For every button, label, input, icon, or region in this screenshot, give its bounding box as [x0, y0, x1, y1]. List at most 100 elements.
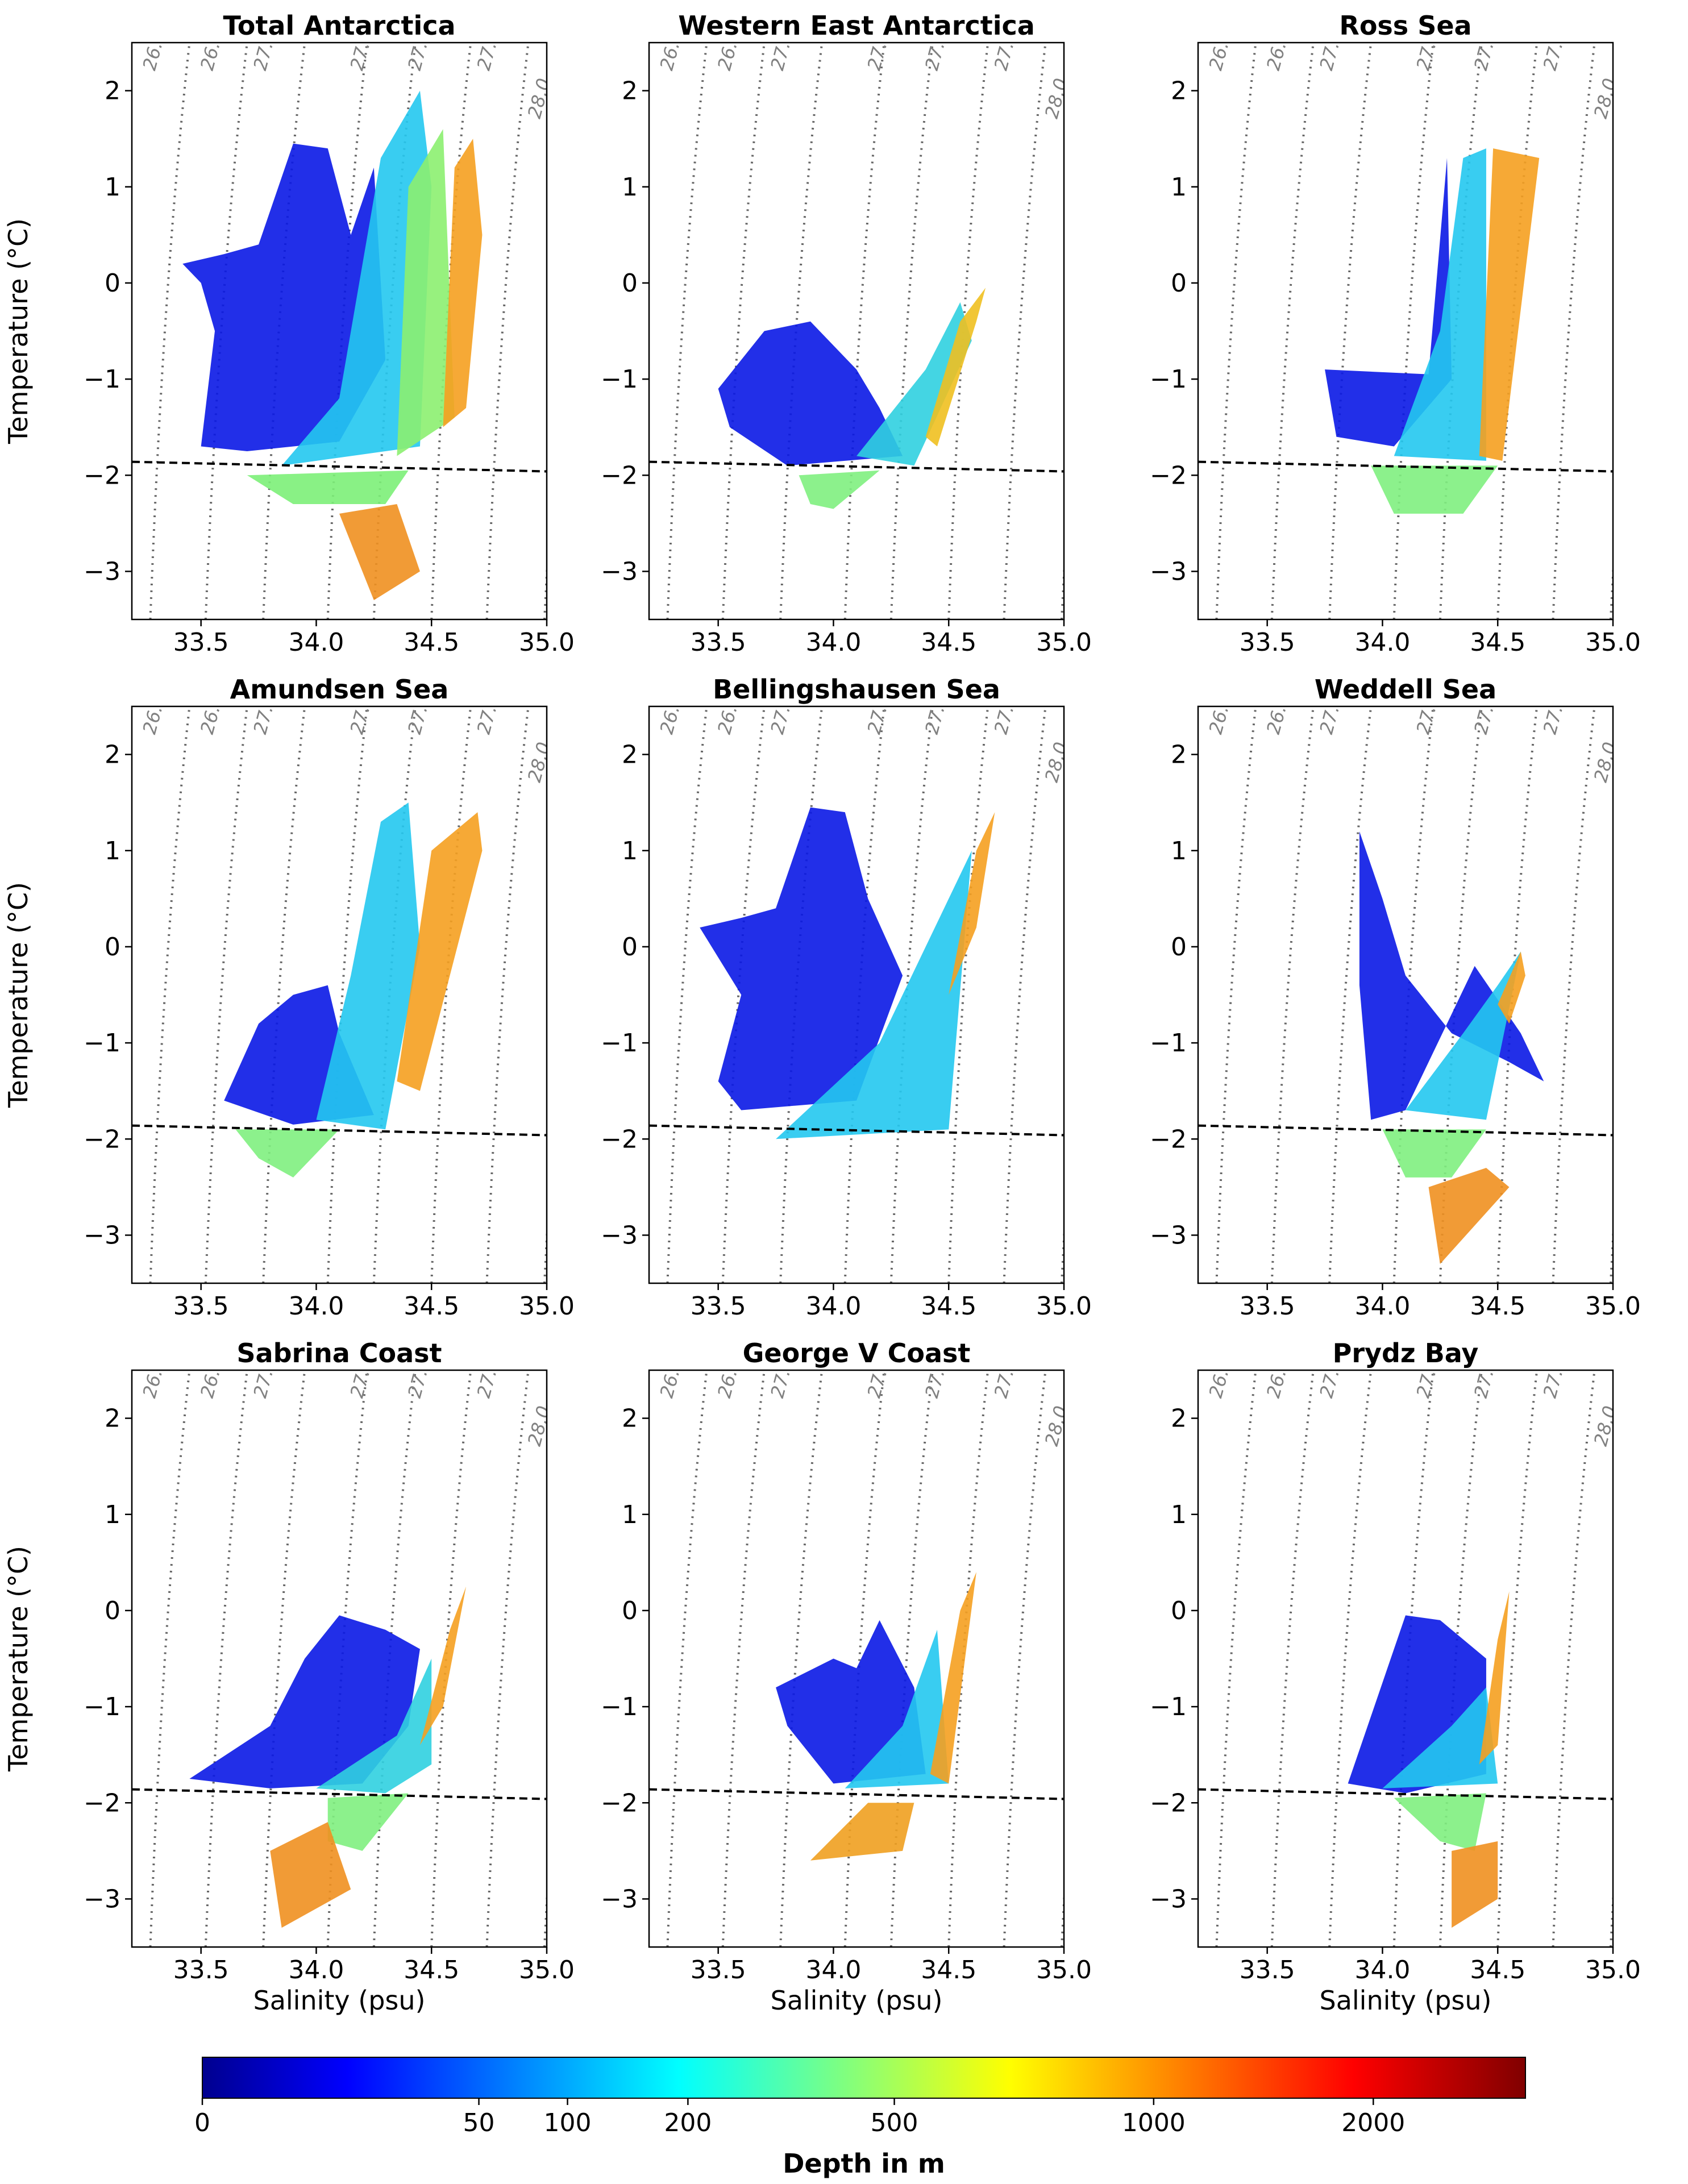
y-tick-label: 1 [622, 173, 638, 202]
panel: 26.6 26.8 27.0 27.4 27.6 27.828.033.5 34.0 34.5… [1150, 674, 1641, 1321]
isopycnal-line [430, 1370, 472, 1947]
scatter-region-shelf-cold [327, 1793, 409, 1851]
scatter-region-shallow [182, 143, 386, 451]
y-tick-label: 0 [1171, 1596, 1187, 1625]
isopycnal-line [1060, 555, 1064, 619]
y-tick-label: 1 [1171, 1500, 1187, 1529]
panel-title: Weddell Sea [1315, 674, 1496, 705]
axes-frame [648, 41, 1065, 621]
plot-area: 26.6 26.8 27.0 27.4 27.6 27.828.0 [1198, 28, 1613, 619]
scatter-region-deep [443, 139, 483, 427]
scatter-region-shallow [1325, 158, 1452, 447]
x-tick-label: 33.5 [1240, 628, 1295, 657]
panel-grid: 26.6 26.8 27.0 27.4 27.6 27.828.0 33.5 34.0 34.5… [3, 10, 1641, 2016]
isopycnal-line [1609, 1883, 1613, 1947]
isopycnal-line [326, 43, 368, 619]
colorbar-tick-label: 50 [463, 2108, 495, 2137]
colorbar-tick-label: 1000 [1122, 2108, 1186, 2137]
isopycnal-line [485, 706, 530, 1283]
axes-frame [648, 1369, 1065, 1948]
scatter-region-shallow [700, 807, 903, 1110]
isopycnal-label: 27.8 [1539, 692, 1570, 737]
x-tick-label: 34.0 [805, 1292, 861, 1321]
y-tick-label: 1 [1171, 173, 1187, 202]
y-tick-label: −1 [601, 1692, 638, 1721]
y-tick-label: −1 [601, 365, 638, 394]
isopycnal-line [1060, 1219, 1064, 1283]
y-axis-label: Temperature (°C) [3, 1546, 34, 1772]
freezing-point-line [1198, 460, 1613, 473]
x-tick-label: 34.0 [288, 1956, 344, 1985]
x-tick-label: 33.5 [173, 628, 229, 657]
panel: 26.6 26.8 27.0 27.4 27.6 27.828.033.5 34.0 34.5… [601, 10, 1092, 657]
scatter-region-shelf-cold-deep [270, 1822, 351, 1928]
scatter-region-intermediate [397, 129, 455, 456]
isopycnal-line [1270, 706, 1315, 1283]
panel: 26.6 26.8 27.0 27.4 27.6 27.828.033.5 34.0 34.5… [1150, 10, 1641, 657]
y-tick-label: −3 [84, 1221, 120, 1250]
x-tick-label: 34.5 [404, 1292, 459, 1321]
scatter-region-shallow [189, 1615, 420, 1788]
x-tick-label: 33.5 [691, 1956, 746, 1985]
isopycnal-label: 27.6 [1470, 28, 1501, 73]
y-tick-label: 1 [622, 1500, 638, 1529]
isopycnal-line [947, 43, 989, 619]
isopycnal-line [666, 1370, 708, 1947]
x-tick-label: 34.0 [1354, 628, 1410, 657]
isopycnal-line [1438, 1370, 1483, 1947]
scatter-region-mid [1406, 951, 1521, 1120]
x-tick-label: 34.5 [921, 628, 976, 657]
panel-title: Sabrina Coast [236, 1338, 442, 1368]
isopycnal-line [1328, 1370, 1373, 1947]
x-tick-label: 35.0 [1036, 1956, 1092, 1985]
panel-title: Bellingshausen Sea [713, 674, 1000, 705]
x-tick-label: 34.0 [288, 1292, 344, 1321]
plot-area: 26.6 26.8 27.0 27.4 27.6 27.828.0 [1198, 1370, 1621, 1947]
scatter-region-deep [397, 812, 483, 1091]
scatter-region-shelf-cold [810, 1803, 914, 1861]
colorbar-tick-label: 0 [194, 2108, 210, 2137]
y-tick-label: 2 [1171, 741, 1187, 769]
axes-frame [131, 705, 548, 1284]
y-tick-label: 1 [622, 837, 638, 866]
isopycnal-label: 26.6 [139, 692, 170, 737]
isopycnal-label: 28.0 [1041, 1404, 1072, 1449]
scatter-region-mid [857, 302, 972, 466]
isopycnal-line [721, 1370, 766, 1947]
y-tick-label: −3 [1150, 1221, 1187, 1250]
panel: 26.6 26.8 27.0 27.4 27.6 27.828.033.5 34.0 34.5… [3, 674, 575, 1321]
scatter-region-mid [316, 1658, 432, 1794]
scatter-region-mid [1394, 148, 1486, 461]
x-tick-label: 33.5 [1240, 1956, 1295, 1985]
freezing-point-line [649, 460, 1064, 473]
isopycnal-label: 28.0 [523, 1404, 555, 1449]
isopycnal-line [485, 1370, 530, 1947]
x-axis-label: Salinity (psu) [1320, 1985, 1492, 2016]
y-tick-label: −2 [601, 1125, 638, 1154]
isopycnal-label: 28.0 [1590, 1404, 1621, 1449]
panel-title: Amundsen Sea [230, 674, 449, 705]
plot-area: 26.6 26.8 27.0 27.4 27.6 27.828.0 [649, 1355, 1072, 1947]
y-tick-label: −3 [84, 557, 120, 586]
y-tick-label: −1 [84, 365, 120, 394]
y-tick-label: 2 [105, 1404, 120, 1433]
isopycnal-line [543, 556, 547, 619]
isopycnal-label: 27.8 [990, 1355, 1021, 1400]
isopycnal-line [1609, 1219, 1613, 1283]
scatter-region-intermediate [925, 288, 986, 447]
isopycnal-line [262, 1370, 306, 1947]
isopycnal-line [1552, 43, 1596, 619]
y-tick-label: −3 [1150, 1885, 1187, 1913]
axes-frame [1197, 41, 1614, 621]
plot-area: 26.6 26.8 27.0 27.4 27.6 27.828.0 [132, 1370, 555, 1947]
isopycnal-line [149, 43, 191, 619]
y-tick-label: −2 [84, 1788, 120, 1817]
isopycnal-label: 26.8 [1262, 692, 1294, 737]
y-tick-label: 2 [622, 1404, 638, 1433]
x-tick-label: 33.5 [1240, 1292, 1295, 1321]
isopycnal-label: 27.8 [473, 692, 504, 737]
scatter-region-mid [776, 850, 972, 1139]
isopycnal-line [1270, 43, 1315, 619]
isopycnal-label: 26.6 [1205, 692, 1236, 737]
x-tick-label: 33.5 [691, 1292, 746, 1321]
